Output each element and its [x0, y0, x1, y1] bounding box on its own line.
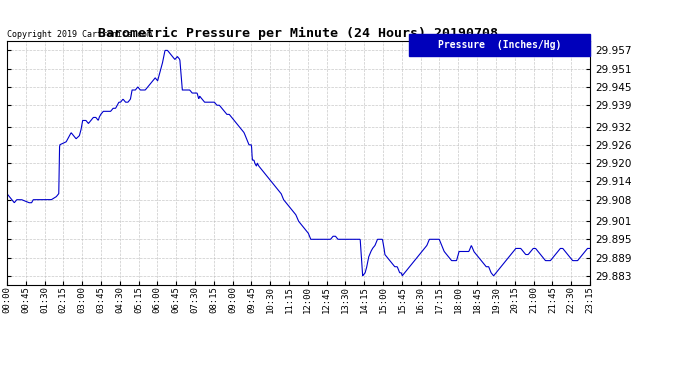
Text: Copyright 2019 Cartronics.com: Copyright 2019 Cartronics.com — [8, 30, 152, 39]
Bar — [409, 34, 590, 56]
Text: Pressure  (Inches/Hg): Pressure (Inches/Hg) — [438, 40, 561, 50]
Title: Barometric Pressure per Minute (24 Hours) 20190708: Barometric Pressure per Minute (24 Hours… — [99, 27, 498, 40]
